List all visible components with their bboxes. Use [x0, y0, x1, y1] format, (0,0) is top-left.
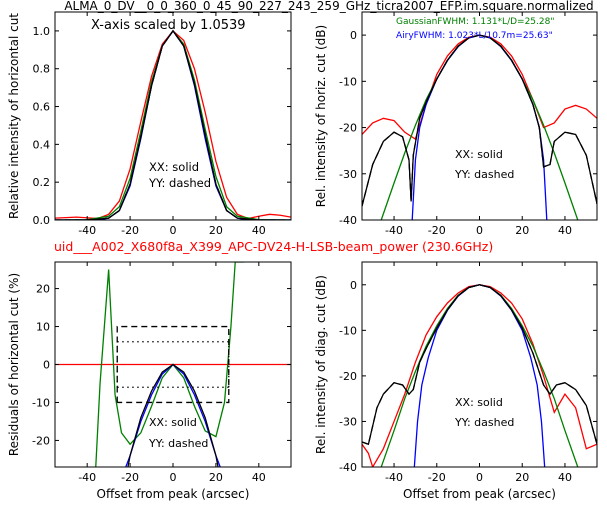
x-tick-label: -40 — [78, 224, 96, 237]
series-line-red — [362, 284, 597, 467]
annotation: GaussianFWHM: 1.131*L/D=25.28" — [396, 17, 554, 27]
annotation: AiryFWHM: 1.023*L/10.7m=25.63" — [396, 31, 553, 41]
y-tick-label: -20 — [339, 370, 357, 383]
x-tick-label: 20 — [515, 471, 529, 484]
series-line-green — [55, 29, 291, 220]
y-tick-label: -20 — [339, 122, 357, 135]
y-axis-label: Rel. intensity of horiz. cut (dB) — [314, 25, 328, 207]
y-tick-label: -30 — [339, 168, 357, 181]
annotation: YY: dashed — [148, 176, 211, 190]
figure-title-mid: uid___A002_X680f8a_X399_APC-DV24-H-LSB-b… — [54, 239, 493, 254]
x-tick-label: 0 — [170, 224, 177, 237]
x-tick-label: -20 — [428, 224, 446, 237]
x-tick-label: 20 — [209, 471, 223, 484]
y-tick-label: -20 — [32, 434, 50, 447]
annotation: XX: solid — [455, 148, 503, 161]
y-tick-label: 10 — [36, 321, 50, 334]
series-line-black-dashed — [362, 284, 597, 446]
series-line-red — [55, 29, 291, 220]
y-tick-label: 1.0 — [33, 25, 51, 38]
x-tick-label: -40 — [385, 471, 403, 484]
x-axis-label: Offset from peak (arcsec) — [97, 487, 250, 501]
y-axis-label: Rel. intensity of diag. cut (dB) — [314, 275, 328, 454]
annotation: XX: solid — [455, 396, 503, 409]
y-axis-label: Residuals of horizontal cut (%) — [7, 273, 21, 456]
series-line-black — [127, 363, 219, 467]
annotation: YY: dashed — [148, 437, 208, 450]
y-tick-label: -30 — [339, 415, 357, 428]
panel-top_right: -40 -20 0 20 40 0 -10 -20 -30 -40 Rel. intensity o… — [314, 11, 598, 237]
y-tick-label: 0.0 — [33, 214, 51, 227]
annotation: YY: dashed — [454, 416, 514, 429]
x-tick-label: 40 — [558, 471, 572, 484]
x-tick-label: -40 — [385, 224, 403, 237]
series-line-black — [55, 29, 291, 220]
series-line-blue — [55, 29, 291, 220]
series-group — [362, 284, 597, 467]
panel-bottom_left: -40 -20 0 20 40 20 10 0 -10 -20 Offset from peak (… — [7, 261, 292, 501]
series-line-black-dashed — [55, 29, 291, 220]
y-tick-label: 0.8 — [33, 63, 51, 76]
series-group — [362, 34, 597, 220]
x-tick-label: -40 — [78, 471, 96, 484]
annotation: XX: solid — [149, 160, 199, 174]
series-line-blue — [413, 284, 546, 467]
y-tick-label: -40 — [339, 214, 357, 227]
y-tick-label: -10 — [32, 396, 50, 409]
y-tick-label: 0 — [43, 359, 50, 372]
y-tick-label: 0.4 — [33, 138, 51, 151]
x-tick-label: 40 — [252, 224, 266, 237]
series-group — [55, 262, 291, 467]
y-tick-label: 0.2 — [33, 176, 51, 189]
y-tick-label: 0 — [350, 29, 357, 42]
y-tick-label: -10 — [339, 324, 357, 337]
annotation: XX: solid — [149, 416, 197, 429]
y-tick-label: 20 — [36, 283, 50, 296]
panel-top_left: -40 -20 0 20 40 0.0 0.2 0.4 0.6 0.8 1.0 Relative in… — [7, 11, 292, 237]
x-tick-label: 0 — [476, 471, 483, 484]
x-tick-label: 0 — [476, 224, 483, 237]
axes-frame — [361, 11, 598, 221]
x-tick-label: -20 — [428, 471, 446, 484]
x-axis-label: Offset from peak (arcsec) — [403, 487, 556, 501]
series-line-red — [362, 34, 597, 141]
figure-title-top: ALMA_0_DV__0_0_360_0_45_90_227_243_259_G… — [64, 0, 593, 13]
y-tick-label: 0.6 — [33, 101, 51, 114]
series-line-blue — [411, 34, 548, 220]
x-tick-label: -20 — [121, 471, 139, 484]
y-axis-label: Relative intensity of horizontal cut — [7, 13, 21, 219]
y-tick-label: -40 — [339, 461, 357, 474]
series-line-black-dashed — [362, 34, 597, 207]
x-tick-label: 20 — [515, 224, 529, 237]
y-tick-label: 0 — [350, 279, 357, 292]
x-tick-label: 40 — [558, 224, 572, 237]
annotation: YY: dashed — [454, 168, 514, 181]
x-tick-label: 0 — [170, 471, 177, 484]
panels: -40 -20 0 20 40 0.0 0.2 0.4 0.6 0.8 1.0 Relative in… — [7, 11, 598, 501]
series-line-green — [95, 262, 244, 467]
x-tick-label: 20 — [209, 224, 223, 237]
series-group — [55, 29, 291, 220]
annotation: X-axis scaled by 1.0539 — [91, 18, 246, 33]
x-tick-label: 40 — [252, 471, 266, 484]
y-tick-label: -10 — [339, 75, 357, 88]
axes-frame — [361, 261, 598, 468]
x-tick-label: -20 — [121, 224, 139, 237]
